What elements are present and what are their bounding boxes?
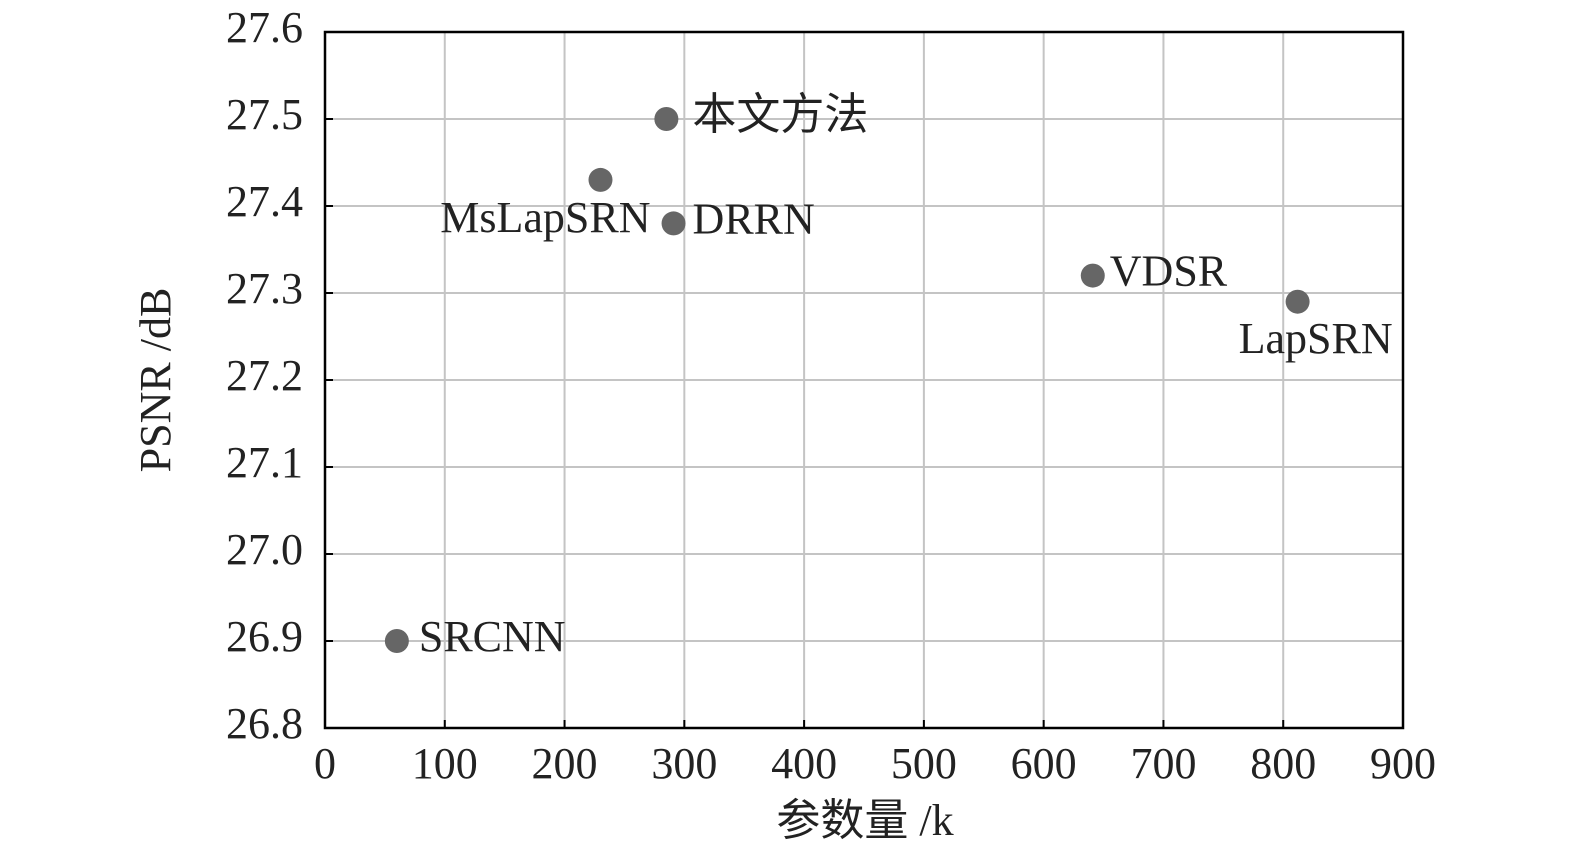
y-tick-label: 27.0 [226, 525, 303, 574]
point [1285, 289, 1310, 314]
point-label: LapSRN [1239, 314, 1393, 363]
x-tick-label: 600 [1011, 739, 1077, 788]
x-axis-label: 参数量 /k [776, 796, 953, 845]
point [654, 107, 679, 131]
point [1080, 263, 1105, 288]
point-label: 本文方法 [692, 90, 868, 139]
x-tick-label: 300 [651, 739, 717, 788]
x-tick-label: 700 [1130, 739, 1196, 788]
x-tick-label: 500 [891, 739, 957, 788]
x-tick-label: 100 [412, 739, 478, 788]
point-label: VDSR [1110, 247, 1228, 296]
y-tick-label: 27.6 [226, 3, 303, 52]
y-tick-label: 26.9 [226, 612, 303, 661]
y-tick-label: 27.5 [226, 90, 303, 139]
x-tick-label: 400 [771, 739, 837, 788]
x-tick-label: 800 [1250, 739, 1316, 788]
x-tick-label: 900 [1370, 739, 1436, 788]
y-tick-label: 27.4 [226, 177, 303, 226]
x-tick-label: 200 [532, 739, 598, 788]
point [384, 629, 409, 653]
y-axis-label: PSNR /dB [131, 288, 180, 473]
point-label: SRCNN [419, 612, 566, 661]
y-tick-label: 26.8 [226, 699, 303, 748]
plot-frame [323, 30, 1405, 730]
x-tick-label: 0 [314, 739, 336, 788]
y-tick-label: 27.3 [226, 264, 303, 313]
point [588, 167, 613, 192]
point-label: DRRN [693, 194, 815, 243]
point-label: MsLapSRN [440, 193, 650, 242]
y-tick-label: 27.1 [226, 438, 303, 487]
y-tick-label: 27.2 [226, 351, 303, 400]
point [661, 211, 686, 236]
